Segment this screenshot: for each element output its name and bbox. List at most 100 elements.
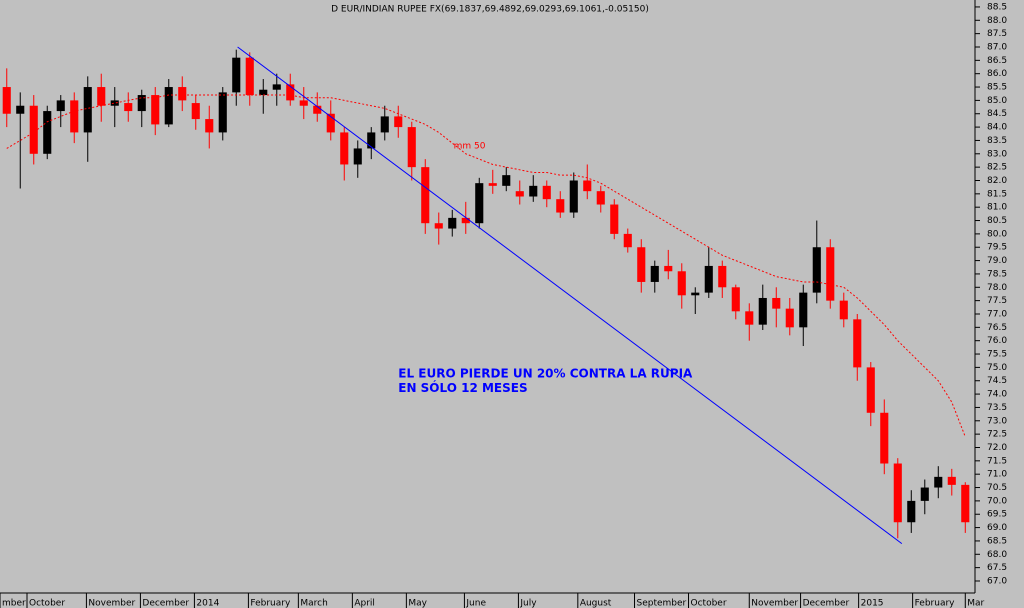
y-tick-label: 67.5 [987, 563, 1007, 573]
candle-body [812, 247, 821, 293]
candle-body [151, 95, 160, 125]
candle-body [394, 116, 403, 128]
candle-body [677, 271, 686, 296]
y-tick-label: 69.5 [987, 510, 1007, 520]
candle-body [110, 100, 119, 106]
candle-body [745, 311, 754, 325]
x-tick-label: February [915, 599, 956, 608]
y-tick-label: 68.0 [987, 550, 1007, 560]
candle-body [475, 183, 484, 224]
candle-body [232, 57, 241, 93]
candle-body [569, 180, 578, 213]
candle-body [124, 103, 133, 112]
candle-body [191, 103, 200, 120]
x-tick-label: October [29, 599, 65, 608]
y-tick-label: 76.0 [987, 336, 1007, 346]
y-tick-label: 88.5 [987, 2, 1007, 12]
y-tick-label: 74.0 [987, 390, 1007, 400]
candle-body [326, 113, 335, 133]
candle-body [853, 319, 862, 368]
candle-body [367, 132, 376, 149]
y-tick-label: 82.5 [987, 163, 1007, 173]
y-tick-label: 71.5 [987, 456, 1007, 466]
y-tick-label: 69.0 [987, 523, 1007, 533]
trendline [237, 46, 903, 545]
y-tick-label: 84.0 [987, 123, 1007, 133]
y-tick-label: 79.5 [987, 243, 1007, 253]
x-tick-label: August [580, 599, 612, 608]
y-tick-label: 85.5 [987, 83, 1007, 93]
candle-body [502, 175, 511, 186]
candle-body [340, 132, 349, 165]
candle-body [704, 265, 713, 293]
x-tick-label: March [300, 599, 327, 608]
candle-body [272, 84, 281, 90]
chart-title: D EUR/INDIAN RUPEE FX(69.1837,69.4892,69… [331, 5, 649, 15]
y-tick-label: 81.5 [987, 189, 1007, 199]
candle-body [799, 292, 808, 328]
x-tick-label: December [803, 599, 850, 608]
y-tick-label: 80.0 [987, 229, 1007, 239]
candle-body [434, 223, 443, 229]
candle-body [16, 105, 25, 114]
x-tick-label: October [691, 599, 727, 608]
candle-body [97, 87, 106, 106]
y-tick-label: 78.5 [987, 269, 1007, 279]
candle-body [137, 95, 146, 112]
y-tick-label: 85.0 [987, 96, 1007, 106]
x-tick-label: May [408, 599, 427, 608]
y-tick-label: 87.0 [987, 42, 1007, 52]
candle-body [205, 119, 214, 133]
annotation: EN SÓLO 12 MESES [398, 380, 527, 395]
y-tick-label: 72.5 [987, 430, 1007, 440]
y-tick-label: 88.0 [987, 16, 1007, 26]
candle-body [880, 412, 889, 464]
y-tick-label: 75.5 [987, 350, 1007, 360]
candle-body [691, 292, 700, 296]
candle-body [353, 148, 362, 165]
candle-body [610, 204, 619, 234]
y-tick-label: 76.5 [987, 323, 1007, 333]
y-tick-label: 70.5 [987, 483, 1007, 493]
y-tick-label: 75.0 [987, 363, 1007, 373]
y-tick-label: 84.5 [987, 109, 1007, 119]
candle-body [29, 105, 38, 154]
y-tick-label: 74.5 [987, 376, 1007, 386]
candle-body [596, 191, 605, 205]
y-tick-label: 86.0 [987, 69, 1007, 79]
candle-body [947, 476, 956, 485]
y-tick-label: 81.0 [987, 203, 1007, 213]
candle-body [839, 300, 848, 320]
y-tick-label: 78.0 [987, 283, 1007, 293]
candle-body [772, 297, 781, 309]
y-tick-label: 77.5 [987, 296, 1007, 306]
y-tick-label: 73.0 [987, 416, 1007, 426]
x-tick-label: Mar [967, 599, 984, 608]
y-tick-label: 82.0 [987, 176, 1007, 186]
annotation: EL EURO PIERDE UN 20% CONTRA LA RUPIA [398, 367, 693, 381]
y-tick-label: 70.0 [987, 496, 1007, 506]
y-tick-label: 68.5 [987, 536, 1007, 546]
candle-body [461, 217, 470, 224]
candle-body [70, 100, 79, 133]
candle-body [866, 367, 875, 413]
candle-body [380, 116, 389, 133]
y-tick-label: 73.5 [987, 403, 1007, 413]
candle-body [542, 185, 551, 200]
candle-body [934, 476, 943, 488]
candle-body [421, 167, 430, 224]
candle-body [718, 265, 727, 288]
candle-body [313, 105, 322, 114]
candle-body [43, 111, 52, 154]
candle-body [731, 287, 740, 312]
y-tick-label: 79.0 [987, 256, 1007, 266]
y-tick-label: 83.5 [987, 136, 1007, 146]
candle-body [83, 87, 92, 133]
candle-body [56, 100, 65, 112]
candle-body [637, 247, 646, 282]
y-tick-label: 87.5 [987, 29, 1007, 39]
moving-average-line [6, 94, 966, 437]
candle-body [623, 233, 632, 248]
candle-body [218, 92, 227, 133]
